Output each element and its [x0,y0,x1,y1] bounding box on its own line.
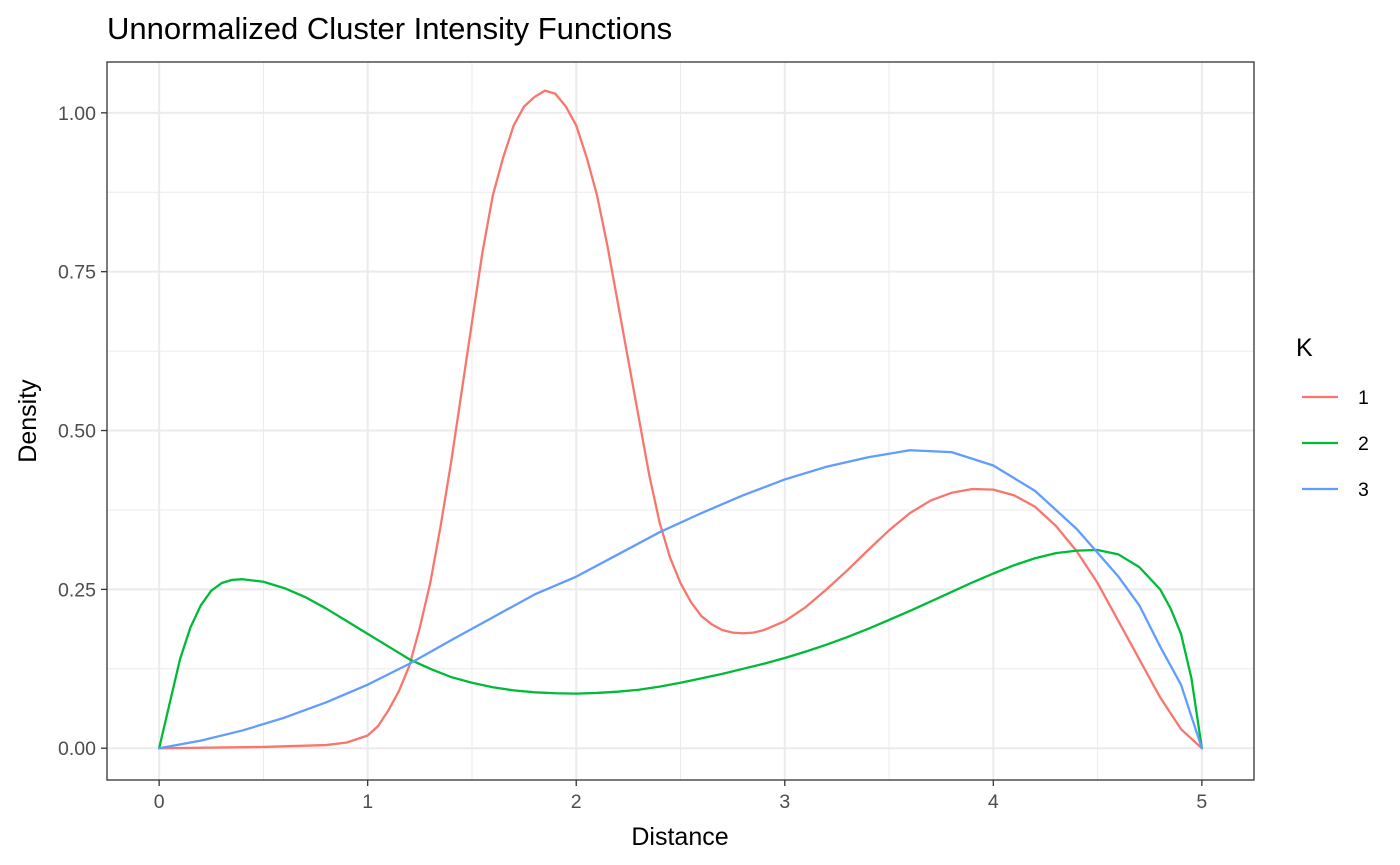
x-tick-label: 3 [779,791,790,813]
major-gridlines [107,62,1254,780]
y-axis: 0.00 0.25 0.50 0.75 1.00 [58,103,107,760]
y-tick-label: 0.75 [58,262,96,284]
x-axis-title: Distance [631,823,728,851]
legend-title: K [1296,334,1313,362]
x-tick-label: 2 [571,791,582,813]
plot-border [106,61,1255,781]
legend-keys: 1 2 3 [1302,387,1369,501]
series-layer [157,89,1204,750]
legend: K 1 2 3 [1296,334,1369,501]
legend-label-2: 2 [1358,433,1369,455]
chart-title: Unnormalized Cluster Intensity Functions [107,11,672,46]
x-tick-label: 0 [154,791,165,813]
legend-label-3: 3 [1358,479,1369,501]
x-tick-label: 4 [988,791,999,813]
x-tick-label: 1 [362,791,373,813]
y-tick-label: 0.00 [58,738,96,760]
legend-label-1: 1 [1358,387,1369,409]
y-axis-title: Density [14,379,42,463]
series-line-1 [157,89,1204,750]
y-tick-label: 0.50 [58,421,96,443]
minor-gridlines [107,62,1254,780]
series-line-2 [157,548,1204,750]
y-tick-label: 0.25 [58,579,96,601]
y-tick-label: 1.00 [58,103,96,125]
x-tick-label: 5 [1196,791,1207,813]
x-axis: 0 1 2 3 4 5 [154,780,1207,813]
series-line-3 [157,449,1204,750]
